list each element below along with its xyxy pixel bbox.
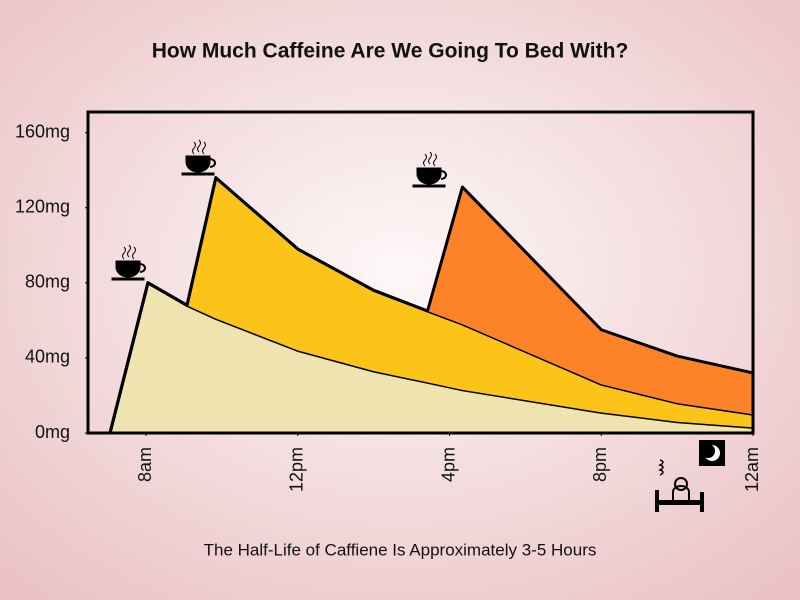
x-tick-label: 8pm bbox=[590, 447, 610, 482]
coffee-cup-icon bbox=[181, 139, 216, 176]
coffee-cup-icon bbox=[412, 151, 447, 188]
area bbox=[110, 177, 754, 433]
bed-icon bbox=[655, 459, 704, 512]
area-line bbox=[108, 176, 754, 434]
coffee-cup-icon bbox=[111, 244, 146, 281]
moon-icon bbox=[699, 440, 725, 466]
x-tick-label: 4pm bbox=[438, 447, 458, 482]
y-tick-label: 80mg bbox=[25, 272, 70, 292]
plot-frame bbox=[86, 110, 755, 435]
area bbox=[110, 177, 754, 433]
y-tick-label: 120mg bbox=[15, 196, 70, 216]
x-tick-label: 12am bbox=[742, 447, 762, 492]
x-tick-label: 12pm bbox=[287, 447, 307, 492]
plot-area bbox=[108, 176, 754, 434]
y-tick-label: 40mg bbox=[25, 347, 70, 367]
y-tick-label: 0mg bbox=[35, 422, 70, 442]
chart-title: How Much Caffeine Are We Going To Bed Wi… bbox=[152, 40, 629, 63]
chart-subtitle: The Half-Life of Caffiene Is Approximate… bbox=[204, 540, 597, 559]
y-tick-label: 160mg bbox=[15, 121, 70, 141]
x-tick-label: 8am bbox=[135, 447, 155, 482]
icons bbox=[111, 139, 725, 512]
area bbox=[110, 282, 754, 433]
